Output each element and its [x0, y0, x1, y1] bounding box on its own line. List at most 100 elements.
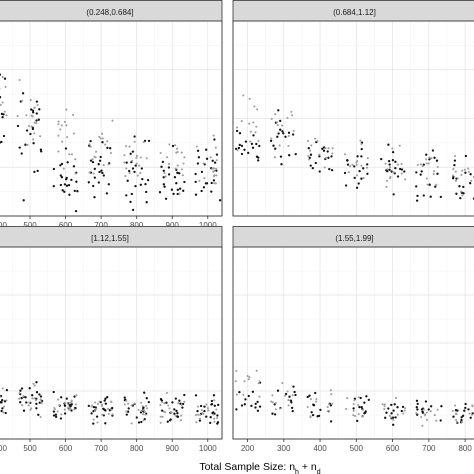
data-point — [309, 149, 312, 152]
data-point — [18, 392, 21, 395]
data-point — [403, 170, 406, 173]
data-point — [428, 158, 431, 161]
data-point — [65, 108, 68, 111]
data-point — [435, 419, 438, 422]
data-point — [104, 402, 107, 405]
data-point — [30, 108, 33, 111]
data-point — [35, 407, 38, 410]
x-tick-label: 700 — [422, 444, 436, 453]
data-point — [177, 402, 180, 405]
data-point — [35, 100, 39, 103]
data-point — [272, 144, 275, 147]
data-point — [394, 166, 397, 170]
data-point — [181, 174, 184, 177]
data-point — [214, 182, 217, 185]
data-point — [416, 408, 419, 411]
data-point — [72, 165, 76, 168]
data-point — [178, 399, 181, 402]
data-point — [21, 92, 25, 95]
data-point — [460, 190, 463, 193]
data-point — [18, 397, 21, 400]
data-point — [101, 141, 104, 144]
data-point — [93, 167, 96, 171]
data-point — [435, 159, 439, 162]
data-point — [436, 165, 439, 168]
data-point — [72, 113, 75, 116]
data-point — [123, 403, 126, 406]
data-point — [32, 138, 35, 141]
data-point — [31, 115, 34, 118]
data-point — [452, 168, 455, 171]
data-point — [455, 418, 458, 422]
data-point — [212, 413, 215, 416]
data-point — [321, 147, 324, 150]
data-point — [134, 184, 137, 188]
data-point — [111, 413, 114, 416]
data-point — [197, 413, 200, 416]
data-point — [21, 404, 24, 407]
data-point — [33, 170, 36, 174]
data-point — [3, 77, 7, 80]
data-point — [246, 374, 249, 378]
data-point — [433, 156, 436, 159]
data-point — [104, 143, 107, 146]
data-point — [57, 123, 60, 126]
data-point — [217, 403, 220, 407]
data-point — [167, 162, 171, 166]
data-point — [330, 393, 333, 396]
data-point — [323, 166, 326, 169]
data-point — [163, 411, 167, 414]
data-point — [435, 183, 438, 186]
data-point — [145, 397, 148, 400]
data-point — [94, 401, 97, 404]
data-point — [328, 167, 331, 171]
data-point — [170, 188, 174, 191]
data-point — [134, 164, 137, 167]
data-point — [311, 413, 315, 417]
data-point — [181, 406, 184, 409]
data-point — [307, 154, 310, 158]
data-point — [209, 156, 212, 159]
data-point — [203, 177, 206, 180]
data-point — [383, 405, 386, 408]
data-point — [107, 407, 110, 410]
data-point — [215, 159, 218, 162]
data-point — [258, 405, 262, 408]
data-point — [166, 420, 169, 423]
data-point — [136, 174, 139, 177]
data-point — [236, 149, 239, 152]
data-point — [315, 397, 318, 401]
data-point — [59, 183, 63, 187]
data-point — [70, 409, 73, 412]
data-point — [391, 150, 395, 154]
data-point — [5, 388, 9, 392]
data-point — [124, 175, 127, 178]
data-point — [131, 167, 135, 170]
data-point — [209, 421, 212, 425]
data-point — [89, 159, 93, 162]
data-point — [216, 416, 219, 420]
data-point — [196, 149, 200, 152]
data-point — [57, 150, 60, 153]
data-point — [74, 158, 77, 161]
data-point — [68, 153, 71, 156]
data-point — [210, 402, 214, 406]
data-point — [398, 144, 401, 147]
x-tick-label: 600 — [59, 221, 73, 230]
data-point — [430, 157, 433, 160]
data-point — [29, 132, 32, 136]
data-point — [353, 176, 356, 180]
data-point — [427, 408, 430, 411]
data-point — [161, 160, 165, 164]
data-point — [436, 408, 439, 411]
data-point — [125, 194, 128, 197]
data-point — [92, 422, 95, 425]
data-point — [390, 403, 393, 407]
data-point — [59, 128, 62, 131]
data-point — [242, 94, 245, 97]
data-point — [454, 179, 457, 182]
data-point — [439, 195, 442, 199]
data-point — [467, 408, 470, 411]
x-tick-label: 300 — [277, 444, 291, 453]
data-point — [464, 406, 467, 410]
